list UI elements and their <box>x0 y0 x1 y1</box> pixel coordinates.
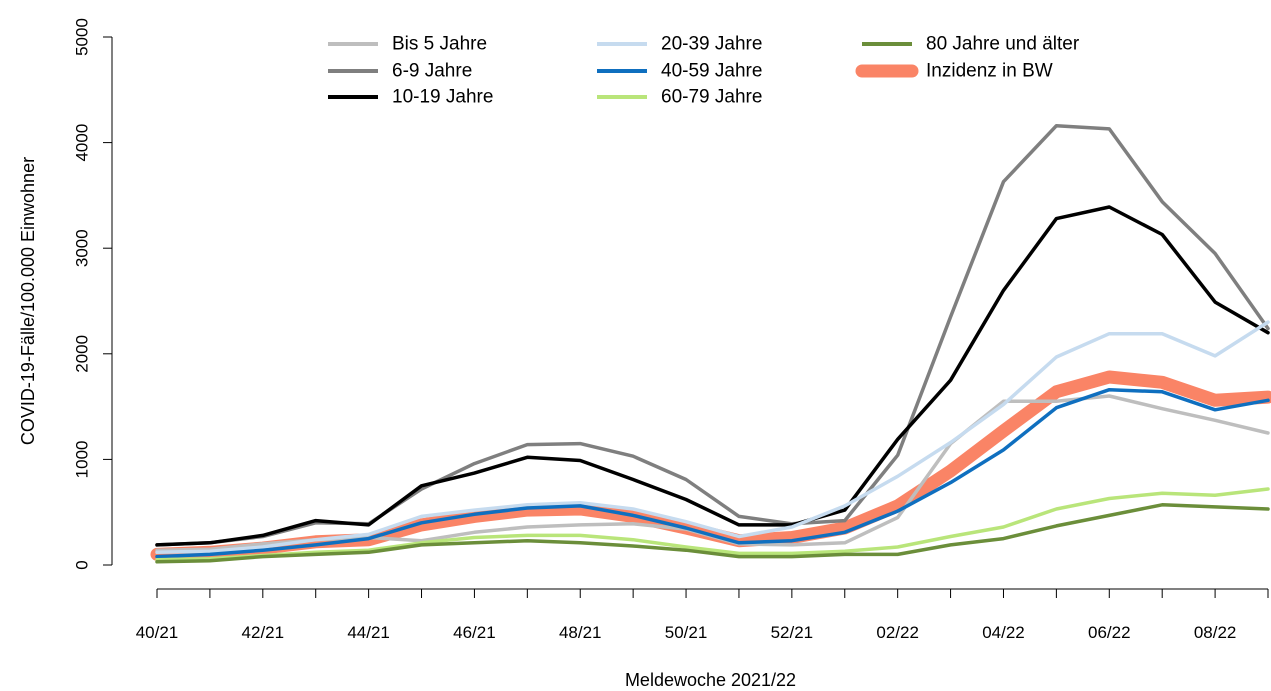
x-tick-label: 44/21 <box>347 623 390 642</box>
legend-label-20-39-jahre: 20-39 Jahre <box>661 34 762 55</box>
legend: Bis 5 Jahre 6-9 Jahre 10-19 Jahre 20-39 Jah… <box>328 34 1080 108</box>
legend-label-40-59-jahre: 40-59 Jahre <box>661 61 762 82</box>
legend-label-60-79-jahre: 60-79 Jahre <box>661 87 762 108</box>
x-tick-label: 52/21 <box>771 623 814 642</box>
y-tick-label: 3000 <box>73 229 92 267</box>
series-line-60-79-jahre <box>155 487 1270 562</box>
x-axis-title: Meldewoche 2021/22 <box>625 670 796 690</box>
y-tick-label: 0 <box>73 560 92 569</box>
series-layer <box>150 123 1271 564</box>
y-axis-title: COVID-19-Fälle/100.000 Einwohner <box>18 157 38 445</box>
x-tick-label: 04/22 <box>982 623 1025 642</box>
series-line-80-jahre-und-lter <box>155 503 1270 564</box>
x-tick-label: 08/22 <box>1194 623 1237 642</box>
x-tick-label: 46/21 <box>453 623 496 642</box>
x-tick-label: 48/21 <box>559 623 602 642</box>
y-axis: 0 1000 2000 3000 4000 5000 <box>73 18 113 570</box>
legend-label-6-9-jahre: 6-9 Jahre <box>392 61 472 82</box>
legend-label-80-jahre-und-lter: 80 Jahre und älter <box>926 34 1080 55</box>
y-tick-label: 1000 <box>73 440 92 478</box>
y-tick-label: 4000 <box>73 124 92 162</box>
series-line-bis-5-jahre <box>155 394 1270 552</box>
y-tick-label: 5000 <box>73 18 92 56</box>
x-tick-label: 40/21 <box>136 623 179 642</box>
y-tick-label: 2000 <box>73 335 92 373</box>
legend-label-10-19-jahre: 10-19 Jahre <box>392 87 493 108</box>
x-tick-label: 50/21 <box>665 623 708 642</box>
x-axis: 40/21 42/21 44/21 46/21 48/21 50/21 52/21 02/22… <box>136 588 1269 642</box>
series-line-20-39-jahre <box>155 320 1270 555</box>
series-line-40-59-jahre <box>155 387 1270 559</box>
legend-label-bis-5-jahre: Bis 5 Jahre <box>392 34 487 55</box>
x-tick-label: 02/22 <box>876 623 919 642</box>
x-tick-label: 42/21 <box>242 623 285 642</box>
series-line-10-19-jahre <box>155 205 1270 547</box>
x-tick-label: 06/22 <box>1088 623 1131 642</box>
legend-label-inzidenz-in-bw: Inzidenz in BW <box>926 61 1053 82</box>
